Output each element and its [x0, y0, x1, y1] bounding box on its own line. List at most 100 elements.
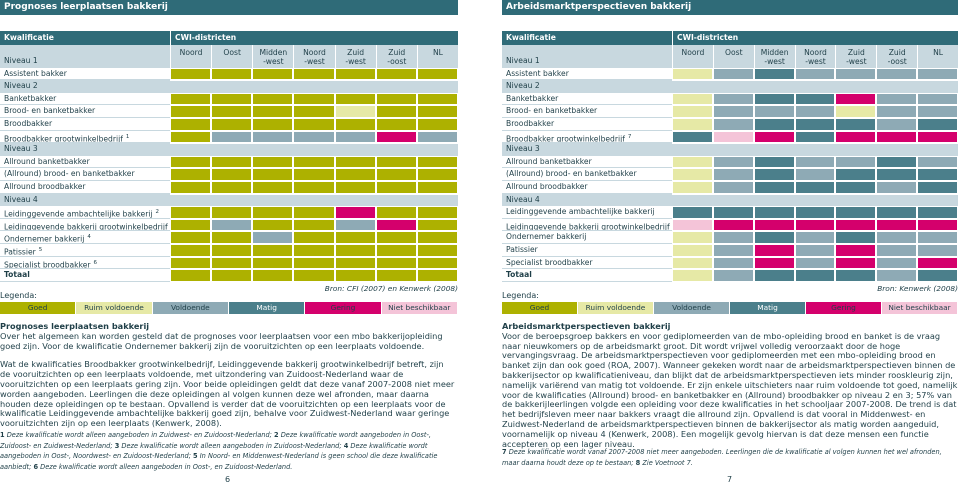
- footnote-number: 1: [0, 431, 5, 439]
- status-cell: [334, 244, 376, 257]
- status-cell: [293, 92, 335, 106]
- row-label: Specialist broodbakker: [502, 256, 672, 270]
- section-label: Niveau 3: [502, 143, 672, 156]
- row-label-text: Leidinggevende bakkerij grootwinkelbedri…: [4, 222, 168, 232]
- status-cell: [753, 218, 795, 232]
- status-cell: [375, 244, 417, 257]
- footnote-number: 2: [274, 431, 279, 439]
- status-cell: [252, 206, 294, 219]
- section-label: Niveau 1: [0, 55, 170, 68]
- status-cell: [917, 105, 958, 118]
- paragraph: Over het algemeen kan worden gesteld dat…: [0, 330, 443, 351]
- status-cell: [293, 244, 335, 257]
- status-cell: [375, 118, 417, 131]
- row-label-text: Assistent bakker: [506, 68, 569, 78]
- section-label: Niveau 2: [0, 80, 170, 93]
- row-label-text: Allround broodbakker: [506, 182, 588, 191]
- footnote-ref: 2: [155, 209, 160, 216]
- status-cell: [794, 130, 836, 144]
- row-label-text: Patissier: [4, 247, 36, 257]
- row-label: Broodbakker grootwinkelbedrijf 7: [502, 130, 672, 144]
- section-band: [672, 80, 958, 93]
- column-header: Zuid -west: [334, 45, 376, 68]
- status-cell: [876, 92, 918, 106]
- status-cell: [211, 130, 253, 144]
- status-cell: [334, 92, 376, 106]
- status-cell: [252, 92, 294, 106]
- status-cell: [334, 218, 376, 232]
- column-header: Midden -west: [753, 45, 795, 68]
- status-cell: [170, 244, 212, 257]
- status-cell: [917, 92, 958, 106]
- section-label: Niveau 2: [502, 80, 672, 93]
- status-cell: [211, 206, 253, 219]
- status-cell: [876, 231, 918, 244]
- footnote-text: Deze kwalificatie wordt alleen aangebode…: [121, 441, 342, 450]
- status-cell: [753, 155, 795, 169]
- row-label-text: Broodbakker grootwinkelbedrijf: [4, 134, 123, 144]
- group-header: Kwalificatie: [502, 31, 672, 45]
- row-label: Specialist broodbakker 6: [0, 256, 170, 270]
- legend-title: Legenda:: [0, 290, 37, 300]
- status-cell: [293, 206, 335, 219]
- status-cell: [876, 155, 918, 169]
- row-label-text: Brood- en banketbakker: [4, 106, 96, 116]
- status-cell: [672, 130, 713, 144]
- row-label-text: Broodbakker: [506, 119, 555, 128]
- status-cell: [211, 231, 253, 244]
- row-label: Leidinggevende ambachtelijke bakkerij 2: [0, 206, 170, 219]
- status-cell: [794, 206, 836, 219]
- status-cell: [416, 92, 458, 106]
- row-label: Ondernemer bakkerij: [502, 231, 672, 244]
- row-label-text: Niveau 2: [506, 81, 540, 91]
- status-cell: [712, 92, 754, 106]
- group-header: CWI-districten: [672, 31, 958, 45]
- row-label: Banketbakker: [0, 92, 170, 106]
- status-cell: [917, 67, 958, 81]
- header-spacer: [0, 45, 170, 55]
- status-cell: [794, 168, 836, 181]
- status-cell: [835, 269, 877, 282]
- footnotes: 7 Deze kwalificatie wordt vanaf 2007-200…: [502, 447, 958, 468]
- legend-item: Matig: [229, 301, 306, 314]
- section-label: Niveau 3: [0, 143, 170, 156]
- status-cell: [794, 269, 836, 282]
- status-cell: [293, 181, 335, 194]
- row-label-text: Specialist broodbakker: [4, 260, 91, 270]
- status-cell: [712, 269, 754, 282]
- row-label-text: Niveau 3: [4, 144, 38, 154]
- status-cell: [753, 105, 795, 118]
- section-label: Niveau 4: [0, 193, 170, 207]
- status-cell: [293, 231, 335, 244]
- status-cell: [835, 168, 877, 181]
- status-cell: [252, 256, 294, 270]
- row-label: Broodbakker: [0, 118, 170, 131]
- status-cell: [170, 92, 212, 106]
- row-label-text: Assistent bakker: [4, 68, 67, 78]
- row-label: Allround broodbakker: [502, 181, 672, 194]
- column-header: Oost: [211, 45, 253, 68]
- status-cell: [211, 256, 253, 270]
- status-cell: [170, 269, 212, 282]
- column-header: Noord -west: [794, 45, 836, 68]
- page-number: 6: [225, 475, 231, 484]
- status-cell: [375, 218, 417, 232]
- footnote-text: Deze kwalificatie wordt alleen aangebode…: [40, 462, 293, 471]
- status-cell: [753, 168, 795, 181]
- status-cell: [835, 244, 877, 257]
- status-cell: [672, 269, 713, 282]
- status-cell: [835, 206, 877, 219]
- status-cell: [835, 118, 877, 131]
- status-cell: [876, 118, 918, 131]
- status-cell: [252, 67, 294, 81]
- status-cell: [375, 92, 417, 106]
- row-label-text: Specialist broodbakker: [506, 257, 593, 267]
- status-cell: [170, 105, 212, 118]
- status-cell: [334, 269, 376, 282]
- status-cell: [416, 105, 458, 118]
- footnote-text: Deze kwalificatie wordt alleen aangebode…: [6, 431, 272, 439]
- status-cell: [753, 67, 795, 81]
- status-cell: [835, 231, 877, 244]
- status-cell: [416, 181, 458, 194]
